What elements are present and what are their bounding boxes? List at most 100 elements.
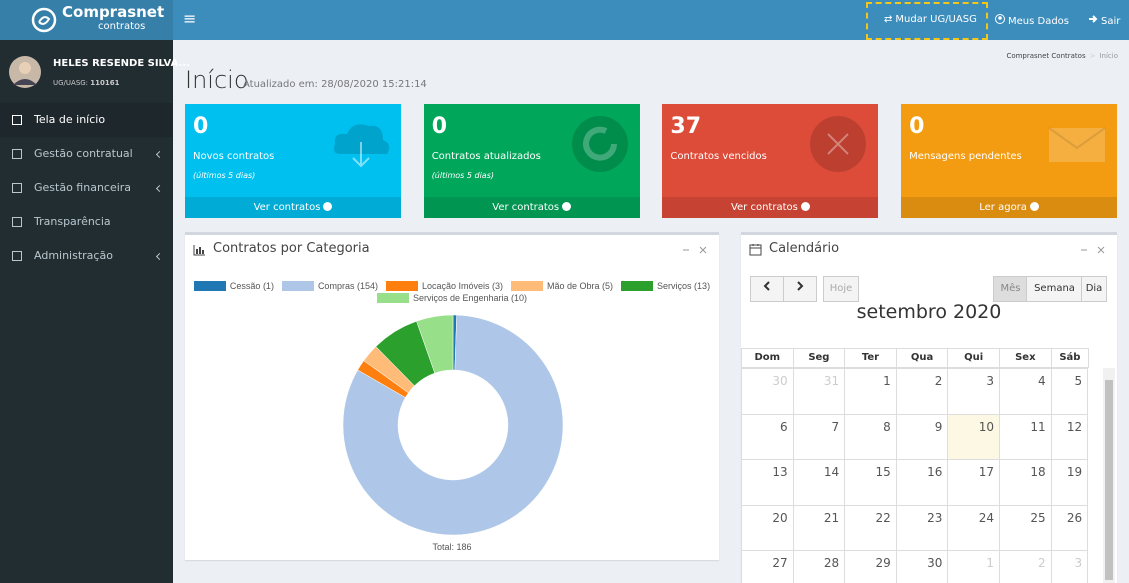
day-cell[interactable]: 2 <box>999 550 1052 583</box>
day-cell[interactable]: 28 <box>792 550 846 583</box>
user-unit-label: UG/UASG: <box>53 79 89 87</box>
user-unit: UG/UASG: 110161 <box>53 79 120 87</box>
prev-button[interactable] <box>750 276 784 302</box>
menu-icon <box>12 217 22 227</box>
view-button[interactable]: Semana <box>1026 276 1083 302</box>
donut-slice[interactable] <box>416 314 454 374</box>
donut-slice[interactable] <box>342 314 564 536</box>
legend-item[interactable]: Mão de Obra (5) <box>511 281 613 291</box>
menu-item[interactable]: Gestão financeira <box>0 171 173 205</box>
calendar-panel: Calendário Hoje setembro 2020 Mês Semana D… <box>741 232 1117 583</box>
menu-item[interactable]: Transparência <box>0 205 173 239</box>
card-link-icon <box>1029 202 1039 211</box>
stat-card: 0 Contratos atualizados (últimos 5 dias) Ve… <box>423 104 640 218</box>
card-link[interactable]: Ler agora <box>901 197 1118 218</box>
nav-link-text: Sair <box>1101 16 1121 27</box>
day-cell[interactable]: 22 <box>844 504 897 551</box>
day-cell[interactable]: 8 <box>844 413 897 460</box>
menu-item[interactable]: Tela de início <box>0 103 173 137</box>
day-cell[interactable]: 27 <box>741 550 794 583</box>
weekday-header: Qua <box>895 348 949 368</box>
menu-toggle[interactable]: ≡ <box>183 9 197 28</box>
day-cell[interactable]: 25 <box>999 504 1052 551</box>
day-cell[interactable]: 1 <box>947 550 1000 583</box>
day-cell[interactable]: 30 <box>895 550 949 583</box>
nav-link[interactable]: ⇄ Mudar UG/UASG <box>884 14 977 25</box>
stat-card: 0 Mensagens pendentes Ler agora <box>901 104 1118 218</box>
menu-item[interactable]: Gestão contratual <box>0 137 173 171</box>
view-button[interactable]: Dia <box>1081 276 1107 302</box>
card-link[interactable]: Ver contratos <box>185 197 401 218</box>
day-cell[interactable]: 3 <box>947 368 1000 415</box>
panel-tools[interactable] <box>1079 245 1109 255</box>
menu-chevron <box>155 184 164 193</box>
day-cell[interactable]: 14 <box>792 459 846 506</box>
next-button[interactable] <box>783 276 817 302</box>
day-cell[interactable]: 11 <box>999 413 1052 460</box>
day-cell[interactable]: 15 <box>844 459 897 506</box>
logo-icon <box>31 7 57 33</box>
legend-label: Locação Imóveis (3) <box>421 281 504 291</box>
card-label: Contratos vencidos <box>670 151 767 162</box>
day-cell[interactable]: 10 <box>947 413 1000 460</box>
day-cell[interactable]: 16 <box>895 459 949 506</box>
total-label: Total: 186 <box>432 542 472 552</box>
logo-title: Comprasnet <box>62 3 165 21</box>
legend-item[interactable]: Compras (154) <box>281 281 378 291</box>
day-cell[interactable]: 21 <box>792 504 846 551</box>
card-link-text: Ver contratos <box>492 202 560 213</box>
legend-swatch <box>281 281 314 291</box>
calendar-icon <box>749 244 762 256</box>
card-note: (últimos 5 dias) <box>193 171 256 180</box>
day-cell[interactable]: 19 <box>1050 459 1089 506</box>
card-value: 0 <box>431 114 447 139</box>
day-cell[interactable]: 31 <box>792 368 846 415</box>
legend-item[interactable]: Locação Imóveis (3) <box>385 281 504 291</box>
view-button[interactable]: Mês <box>993 276 1028 302</box>
legend-item[interactable]: Serviços de Engenharia (10) <box>376 293 527 303</box>
day-cell[interactable]: 30 <box>741 368 794 415</box>
menu-icon <box>12 251 22 261</box>
highlight-box <box>866 2 988 40</box>
scrollbar-thumb[interactable] <box>1105 380 1113 580</box>
legend-item[interactable]: Serviços (13) <box>621 281 710 291</box>
user-unit-value: 110161 <box>90 79 120 87</box>
menu-label: Gestão financeira <box>34 181 132 194</box>
nav-link[interactable]: Sair <box>1088 14 1120 27</box>
legend-label: Serviços (13) <box>657 281 711 291</box>
day-cell[interactable]: 13 <box>741 459 794 506</box>
day-cell[interactable]: 12 <box>1050 413 1089 460</box>
nav-link[interactable]: Meus Dados <box>995 14 1069 27</box>
day-cell[interactable]: 23 <box>895 504 949 551</box>
day-cell[interactable]: 24 <box>947 504 1000 551</box>
legend-item[interactable]: Cessão (1) <box>193 281 274 291</box>
card-icon <box>333 124 390 168</box>
day-cell[interactable]: 3 <box>1050 550 1089 583</box>
day-cell[interactable]: 20 <box>741 504 794 551</box>
breadcrumb-link[interactable]: Comprasnet Contratos <box>1006 52 1086 60</box>
day-cell[interactable]: 18 <box>999 459 1052 506</box>
day-cell[interactable]: 29 <box>844 550 897 583</box>
logo[interactable]: Comprasnet contratos <box>0 0 173 40</box>
day-cell[interactable]: 1 <box>844 368 897 415</box>
day-cell[interactable]: 2 <box>895 368 949 415</box>
menu-label: Gestão contratual <box>34 147 133 160</box>
day-cell[interactable]: 6 <box>741 413 794 460</box>
day-cell[interactable]: 5 <box>1050 368 1089 415</box>
day-cell[interactable]: 9 <box>895 413 949 460</box>
legend-label: Cessão (1) <box>229 281 274 291</box>
day-cell[interactable]: 4 <box>999 368 1052 415</box>
weekday-header: Sáb <box>1050 348 1090 368</box>
card-link[interactable]: Ver contratos <box>423 197 640 218</box>
day-cell[interactable]: 26 <box>1050 504 1089 551</box>
today-button[interactable]: Hoje <box>823 276 859 302</box>
day-cell[interactable]: 7 <box>792 413 846 460</box>
card-link[interactable]: Ver contratos <box>662 197 879 218</box>
legend: Cessão (1) Compras (154) Locação Imóveis (… <box>185 280 719 304</box>
day-cell[interactable]: 17 <box>947 459 1000 506</box>
card-value: 0 <box>909 114 925 139</box>
panel-tools[interactable] <box>681 245 711 255</box>
menu-item[interactable]: Administração <box>0 239 173 273</box>
card-label: Contratos atualizados <box>431 151 541 162</box>
